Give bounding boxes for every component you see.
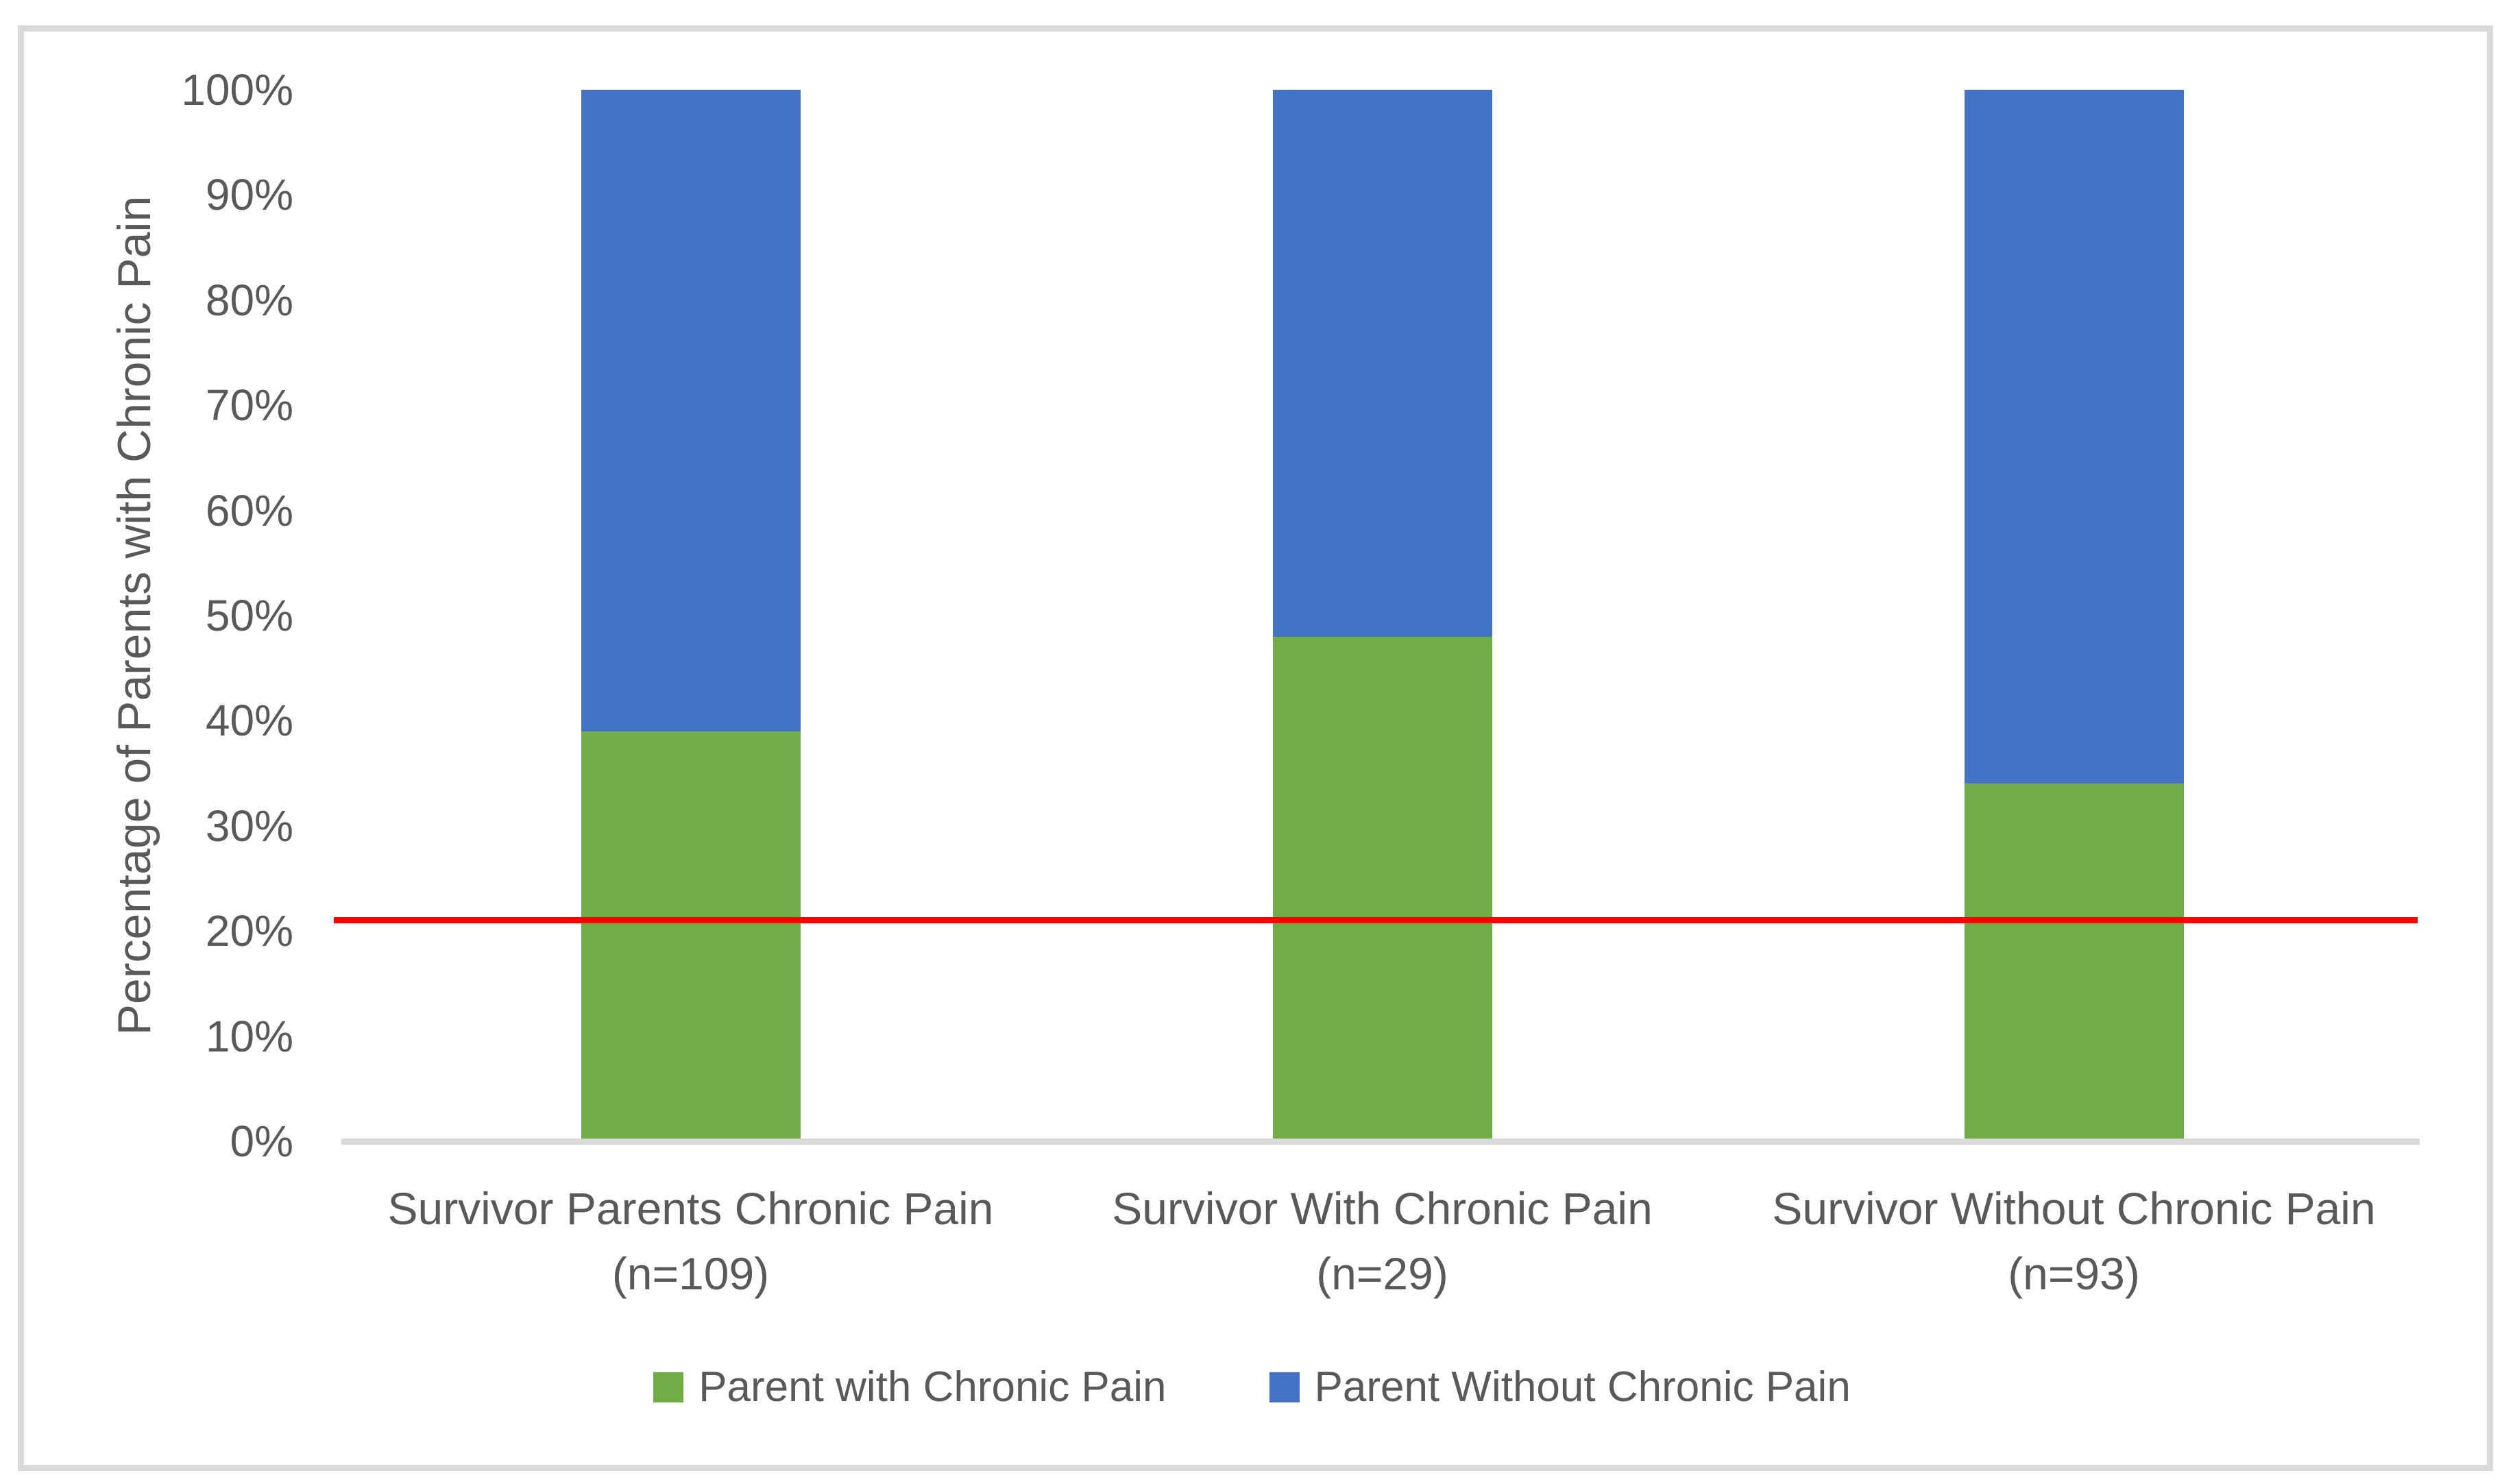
- y-tick-label: 70%: [205, 380, 293, 430]
- chart-border-frame: [18, 25, 2493, 1471]
- bar-segment-parent-with-chronic-pain: [1964, 783, 2184, 1141]
- category-n-count: (n=93): [2008, 1248, 2140, 1299]
- y-tick-label: 80%: [205, 275, 293, 325]
- legend-label: Parent Without Chronic Pain: [1314, 1363, 1851, 1411]
- bar-group: [1272, 90, 1492, 1141]
- bar-group: [581, 90, 801, 1141]
- y-tick-label: 100%: [181, 65, 293, 114]
- category-name: Survivor Without Chronic Pain: [1772, 1183, 2376, 1234]
- bar-segment-parent-without-chronic-pain: [1964, 90, 2184, 784]
- y-tick-label: 20%: [205, 906, 293, 956]
- y-tick-label: 90%: [205, 170, 293, 220]
- category-n-count: (n=109): [611, 1248, 770, 1299]
- y-tick-label: 50%: [205, 591, 293, 640]
- legend-swatch-icon: [1269, 1372, 1300, 1402]
- x-axis-line: [341, 1139, 2420, 1145]
- legend: Parent with Chronic Pain Parent Without C…: [18, 1363, 2486, 1411]
- y-tick-label: 60%: [205, 485, 293, 535]
- bar-segment-parent-without-chronic-pain: [581, 90, 801, 731]
- y-tick-label: 0%: [230, 1117, 294, 1166]
- x-axis-category-label: Survivor Parents Chronic Pain (n=109): [345, 1176, 1037, 1306]
- x-axis-category-label: Survivor Without Chronic Pain (n=93): [1728, 1176, 2420, 1306]
- y-tick-label: 30%: [205, 801, 293, 851]
- bar-segment-parent-with-chronic-pain: [581, 731, 801, 1141]
- category-name: Survivor With Chronic Pain: [1112, 1183, 1653, 1234]
- x-axis-category-label: Survivor With Chronic Pain (n=29): [1036, 1176, 1729, 1306]
- category-name: Survivor Parents Chronic Pain: [387, 1183, 994, 1234]
- legend-label: Parent with Chronic Pain: [698, 1363, 1167, 1411]
- y-tick-label: 40%: [205, 696, 293, 746]
- bar-segment-parent-with-chronic-pain: [1272, 636, 1492, 1141]
- legend-item: Parent with Chronic Pain: [653, 1363, 1167, 1411]
- reference-line: [334, 917, 2418, 924]
- category-n-count: (n=29): [1316, 1248, 1448, 1299]
- bar-segment-parent-without-chronic-pain: [1272, 90, 1492, 637]
- y-tick-label: 10%: [205, 1011, 293, 1061]
- bar-group: [1964, 90, 2184, 1141]
- legend-item: Parent Without Chronic Pain: [1269, 1363, 1851, 1411]
- legend-swatch-icon: [653, 1372, 684, 1402]
